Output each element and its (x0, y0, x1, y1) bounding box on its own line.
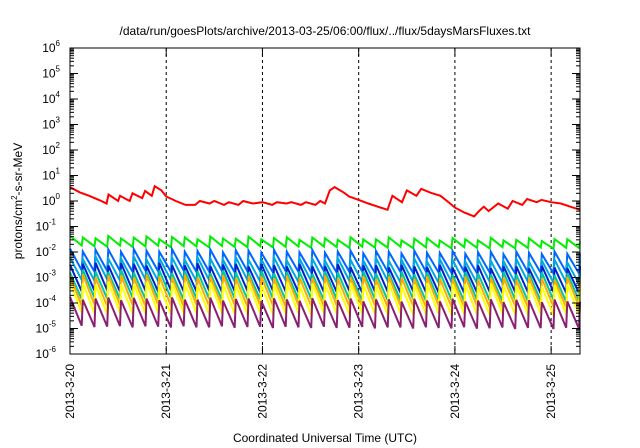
series-line-0 (69, 184, 581, 218)
y-tick-label: 10-6 (36, 345, 57, 361)
y-tick-label: 105 (42, 65, 60, 81)
y-axis-label: protons/cm2-s-sr-MeV (10, 143, 25, 259)
y-tick-label: 102 (42, 141, 60, 157)
x-tick-label: 2013-3-21 (159, 364, 173, 419)
y-axis-label-sup: 2 (10, 195, 19, 200)
y-tick-label: 101 (42, 167, 60, 183)
y-tick-label: 100 (42, 192, 60, 208)
y-tick-label: 104 (42, 90, 60, 106)
series-line-8 (69, 296, 581, 330)
y-axis: 10-6 10-5 10-4 10-3 10-2 10-1 100 101 102 103 104 1… (36, 39, 580, 361)
series-line-1 (69, 233, 581, 251)
y-axis-label-suffix: -s-sr-MeV (11, 143, 25, 196)
y-axis-label-prefix: protons/cm (11, 200, 25, 259)
y-tick-label: 10-1 (36, 218, 57, 234)
y-tick-label: 106 (42, 39, 60, 55)
x-tick-label: 2013-3-23 (352, 364, 366, 419)
y-tick-label: 10-4 (36, 294, 57, 310)
y-tick-label: 10-2 (36, 243, 57, 259)
x-axis-label: Coordinated Universal Time (UTC) (233, 431, 417, 445)
y-tick-label: 10-3 (36, 269, 57, 285)
x-tick-label: 2013-3-25 (544, 364, 558, 419)
y-tick-label: 103 (42, 116, 60, 132)
x-axis: 2013-3-20 2013-3-21 2013-3-22 2013-3-23 2013… (63, 48, 558, 419)
chart-title: /data/run/goesPlots/archive/2013-03-25/0… (120, 24, 532, 38)
x-tick-label: 2013-3-20 (63, 364, 77, 419)
plot-area (69, 48, 581, 354)
x-tick-label: 2013-3-24 (448, 364, 462, 419)
x-tick-label: 2013-3-22 (255, 364, 269, 419)
y-tick-label: 10-5 (36, 320, 57, 336)
